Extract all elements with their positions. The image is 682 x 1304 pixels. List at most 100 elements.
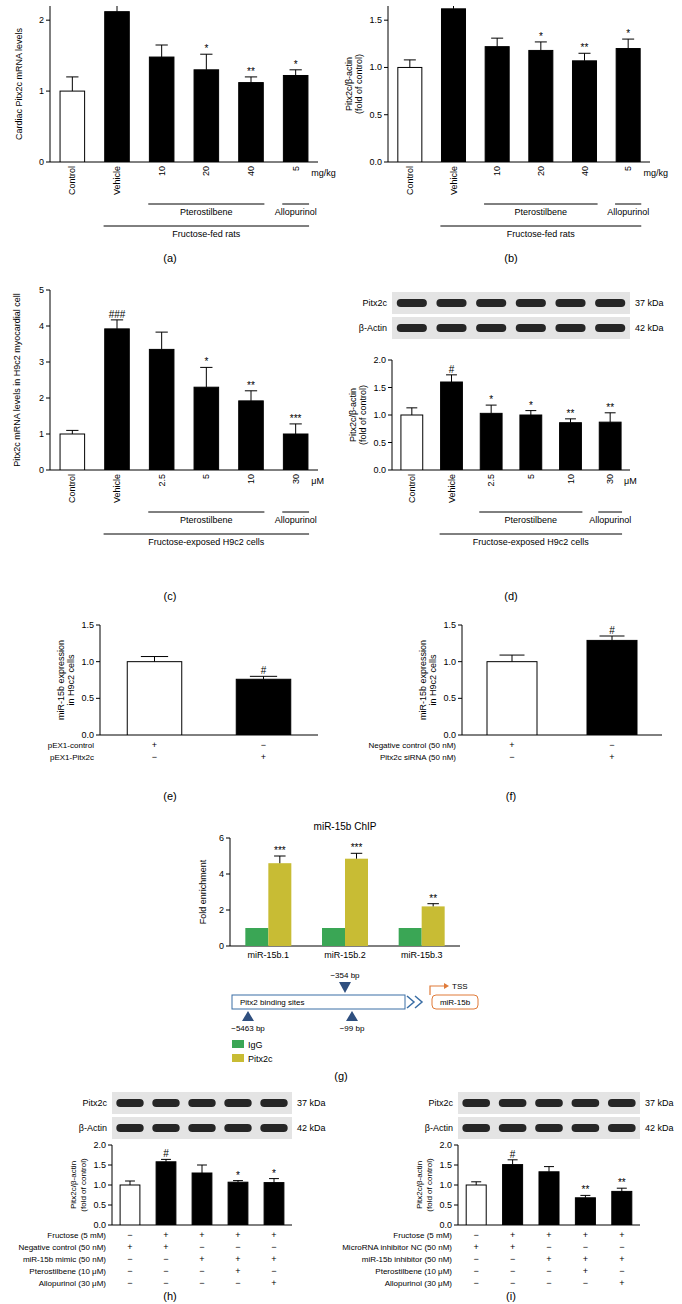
blot-strip <box>392 292 630 314</box>
site-label: −354 bp <box>330 971 360 980</box>
y-axis-title: Fold enrichment <box>198 859 208 924</box>
x-axis <box>50 162 318 163</box>
condition-sign: − <box>163 1278 168 1288</box>
y-tick <box>46 434 50 435</box>
y-tick-label: 0.5 <box>81 693 94 703</box>
bar <box>283 434 308 470</box>
panel: 0.00.51.01.52.0Pitx2c/β-actin(fold of co… <box>342 1092 673 1302</box>
condition-sign: − <box>474 1254 479 1264</box>
y-tick-label: 2 <box>39 15 44 25</box>
y-tick-label: 2 <box>219 905 224 915</box>
error-bar <box>605 413 616 422</box>
condition-sign: + <box>261 752 266 762</box>
y-tick-label: 0.5 <box>93 1200 106 1210</box>
error-bar <box>565 419 576 423</box>
group-line <box>282 512 309 513</box>
error-bar <box>111 6 123 12</box>
y-tick <box>46 91 50 92</box>
category-label: 30 <box>605 474 615 484</box>
y-tick-label: 0.5 <box>369 110 382 120</box>
blot-band <box>595 324 625 332</box>
y-tick <box>46 362 50 363</box>
y-tick <box>384 67 388 68</box>
y-tick-label: 1.5 <box>93 1160 106 1170</box>
error-bar <box>508 1160 518 1165</box>
category-label: miR-15b.1 <box>248 950 290 960</box>
blot-band <box>476 324 506 332</box>
condition-label: miR-15b mimic (50 nM) <box>23 1255 106 1264</box>
error-bar <box>351 853 363 858</box>
error-bar <box>500 655 525 662</box>
y-axis-title: Cardiac Pitx2c mRNA levels <box>14 27 24 140</box>
legend-label: IgG <box>248 1040 263 1050</box>
condition-sign: + <box>163 1230 168 1240</box>
bar <box>599 422 621 470</box>
panel-label: (d) <box>504 590 517 602</box>
bar <box>192 1173 212 1225</box>
error-bar <box>578 53 590 61</box>
blot-label: Pitx2c <box>428 1098 453 1108</box>
y-tick <box>384 20 388 21</box>
y-axis-title: in H9c2 cells <box>428 654 438 706</box>
significance: ** <box>247 66 255 77</box>
y-tick-label: 0 <box>39 465 44 475</box>
condition-sign: + <box>235 1254 240 1264</box>
blot-band <box>516 299 546 307</box>
figure: 012Cardiac Pitx2c mRNA levels(a)****Cont… <box>0 0 682 1304</box>
significance: * <box>626 28 630 39</box>
blot-band <box>476 299 506 307</box>
y-tick-label: 0.0 <box>93 1220 106 1230</box>
unit-label: mg/kg <box>311 168 336 178</box>
condition-label: Negative control (50 nM) <box>18 1243 106 1252</box>
blot-size: 42 kDa <box>635 323 664 333</box>
y-tick <box>458 735 462 736</box>
y-tick <box>388 387 392 388</box>
y-tick-label: 1.0 <box>443 657 456 667</box>
y-tick <box>108 1225 112 1226</box>
error-bar <box>156 332 168 349</box>
category-label: 5 <box>526 474 536 479</box>
y-axis <box>50 6 51 162</box>
bars <box>127 657 291 735</box>
condition-sign: + <box>152 740 157 750</box>
bar <box>105 329 130 470</box>
condition-label: Fructose (5 mM) <box>47 1231 106 1240</box>
condition-sign: − <box>619 1266 624 1276</box>
blot-band <box>397 324 427 332</box>
y-tick-label: 1.5 <box>439 1160 452 1170</box>
tss-label: TSS <box>452 982 468 991</box>
category-label: 10 <box>157 166 167 176</box>
y-tick <box>384 162 388 163</box>
y-axis-title: in H9c2 cells <box>66 654 76 706</box>
category-label: 20 <box>201 166 211 176</box>
y-tick <box>46 290 50 291</box>
condition-sign: + <box>510 1242 515 1252</box>
error-bar <box>274 856 286 863</box>
condition-sign: + <box>510 1230 515 1240</box>
group-label: Pterostilbene <box>180 515 233 525</box>
panel-label: (f) <box>506 790 516 802</box>
condition-sign: − <box>163 1266 168 1276</box>
bar <box>520 415 542 470</box>
category-label: 10 <box>246 474 256 484</box>
error-bar <box>245 391 257 401</box>
category-label: Control <box>67 166 77 195</box>
y-tick <box>388 470 392 471</box>
bars <box>245 853 444 946</box>
legend-swatch <box>232 1040 244 1048</box>
site-marker <box>242 1011 254 1021</box>
group-line <box>615 204 641 205</box>
bars <box>487 636 637 735</box>
panel: 0.00.51.01.5miR-15b expressionin H9c2 ce… <box>368 620 662 802</box>
group-label: Pterostilbene <box>505 515 558 525</box>
significance: ** <box>247 380 255 391</box>
error-bar <box>290 70 302 76</box>
blot-band <box>260 1099 287 1107</box>
site-label: −5463 bp <box>231 1024 265 1033</box>
x-title-line <box>104 534 309 535</box>
y-tick-label: 1.0 <box>369 62 382 72</box>
error-bar <box>125 1181 135 1185</box>
category-label: Control <box>407 474 417 503</box>
y-tick-label: 4 <box>219 869 224 879</box>
bars <box>398 6 640 162</box>
